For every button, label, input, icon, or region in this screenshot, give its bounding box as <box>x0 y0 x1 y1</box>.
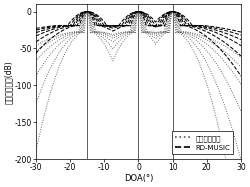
RD-MUSIC <box>126 24 129 27</box>
本发明的算法 <box>84 16 87 18</box>
本发明的算法 <box>82 31 85 33</box>
Line: RD-MUSIC: RD-MUSIC <box>36 12 241 76</box>
Line: 本发明的算法: 本发明的算法 <box>36 12 241 159</box>
本发明的算法 <box>126 35 129 37</box>
本发明的算法 <box>224 158 227 160</box>
Legend: 本发明的算法, RD-MUSIC: 本发明的算法, RD-MUSIC <box>172 131 234 154</box>
本发明的算法 <box>112 59 115 61</box>
RD-MUSIC <box>82 13 85 16</box>
RD-MUSIC <box>112 30 115 32</box>
RD-MUSIC <box>34 52 37 54</box>
RD-MUSIC <box>86 10 89 13</box>
本发明的算法 <box>238 158 241 160</box>
本发明的算法 <box>86 10 89 13</box>
本发明的算法 <box>34 150 37 152</box>
本发明的算法 <box>240 158 242 160</box>
X-axis label: DOA(°): DOA(°) <box>124 174 153 183</box>
Y-axis label: 归一化谱局値(dB): 归一化谱局値(dB) <box>4 60 13 104</box>
RD-MUSIC <box>84 11 87 13</box>
RD-MUSIC <box>238 73 241 75</box>
RD-MUSIC <box>83 12 86 14</box>
本发明的算法 <box>83 25 86 27</box>
RD-MUSIC <box>240 75 242 77</box>
